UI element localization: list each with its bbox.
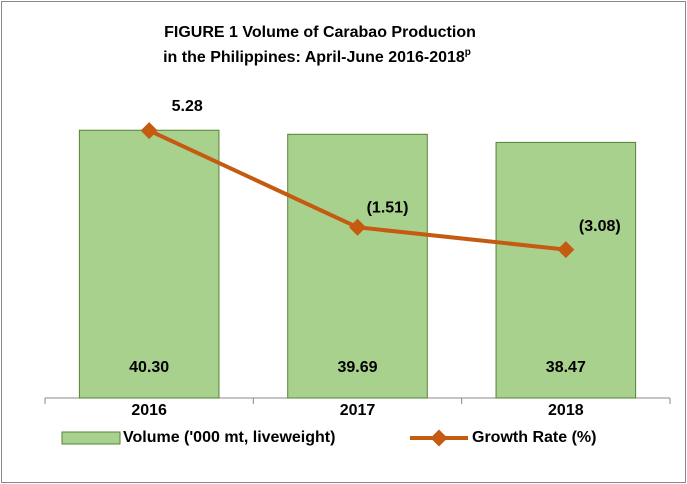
bar-value-label: 38.47 <box>546 359 586 376</box>
line-marker <box>140 122 158 140</box>
chart-title-superscript: p <box>465 47 471 58</box>
x-tick-label: 2017 <box>340 402 376 419</box>
bar-value-label: 39.69 <box>337 359 377 376</box>
legend-label: Growth Rate (%) <box>472 429 596 446</box>
chart-title: in the Philippines: April-June 2016-2018… <box>163 47 471 67</box>
x-tick-label: 2016 <box>131 402 167 419</box>
chart-title: FIGURE 1 Volume of Carabao Production <box>164 24 476 41</box>
chart-title-line: in the Philippines: April-June 2016-2018 <box>163 49 465 66</box>
line-value-label: (3.08) <box>579 218 621 235</box>
line-marker <box>557 241 575 259</box>
bar <box>287 133 428 399</box>
x-tick-label: 2018 <box>548 402 584 419</box>
legend-swatch <box>430 429 448 447</box>
bar-value-label: 40.30 <box>129 359 169 376</box>
line-value-label: (1.51) <box>367 200 409 217</box>
bar <box>78 129 220 399</box>
line-value-label: 5.28 <box>172 98 203 115</box>
line-marker <box>349 218 366 236</box>
legend-label: Volume ('000 mt, liveweight) <box>123 429 335 446</box>
legend-swatch <box>61 431 121 445</box>
bar <box>495 141 637 399</box>
